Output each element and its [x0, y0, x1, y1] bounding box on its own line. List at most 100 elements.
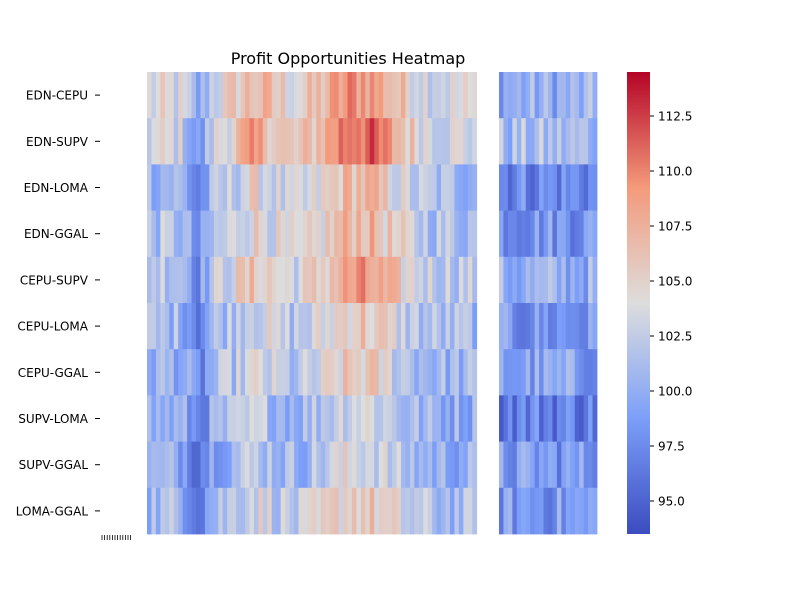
heatmap-cell — [311, 164, 317, 211]
heatmap-cell — [579, 164, 585, 211]
heatmap-cell — [570, 395, 576, 442]
heatmap-cell — [258, 118, 264, 165]
heatmap-cell — [378, 164, 384, 211]
heatmap-cell — [570, 210, 576, 258]
heatmap-cell — [507, 303, 513, 350]
heatmap-cell — [311, 303, 317, 350]
heatmap-cell — [383, 487, 388, 535]
heatmap-cell — [218, 441, 224, 489]
heatmap-cell — [231, 164, 237, 211]
heatmap-cell — [441, 303, 446, 350]
heatmap-cell — [418, 72, 424, 119]
heatmap-cell — [552, 395, 558, 442]
heatmap-cell — [298, 487, 304, 535]
heatmap-cell — [374, 164, 380, 211]
heatmap-cell — [539, 118, 544, 165]
heatmap-cell — [276, 303, 282, 350]
heatmap-cell — [294, 349, 299, 396]
heatmap-cell — [579, 441, 585, 489]
heatmap-cell — [356, 164, 362, 211]
heatmap-cell — [155, 349, 161, 396]
heatmap-cell — [405, 256, 411, 304]
heatmap-cell — [285, 210, 290, 258]
heatmap-cell — [579, 349, 585, 396]
heatmap-cell — [396, 395, 402, 442]
heatmap-cell — [258, 72, 264, 119]
heatmap-cell — [458, 303, 464, 350]
row-label: CEPU-GGAL — [18, 366, 89, 380]
heatmap-cell — [383, 72, 388, 119]
heatmap-cell — [267, 256, 273, 304]
heatmap-cell — [329, 303, 335, 350]
heatmap-cell — [525, 349, 531, 396]
heatmap-cell — [365, 441, 371, 489]
heatmap-cell — [427, 118, 433, 165]
heatmap-cell — [200, 210, 206, 258]
heatmap-cell — [276, 118, 282, 165]
heatmap-cell — [187, 72, 192, 119]
heatmap-cell — [463, 118, 469, 165]
heatmap-cell — [271, 72, 277, 119]
heatmap-cell — [262, 349, 268, 396]
heatmap-cell — [454, 349, 460, 396]
heatmap-cell — [151, 395, 157, 442]
heatmap-cell — [472, 395, 478, 442]
heatmap-cell — [204, 210, 210, 258]
heatmap-cell — [396, 210, 402, 258]
heatmap-cell — [302, 487, 308, 535]
heatmap-cell — [561, 303, 567, 350]
x-axis-ticks — [101, 535, 132, 540]
heatmap-cell — [392, 487, 397, 535]
colorbar-tick-label: 112.5 — [658, 110, 692, 124]
heatmap-cell — [547, 210, 553, 258]
heatmap-cell — [534, 72, 540, 119]
heatmap-cell — [441, 256, 446, 304]
heatmap-cell — [320, 72, 326, 119]
heatmap-cell — [547, 395, 553, 442]
heatmap-cell — [512, 118, 518, 165]
heatmap-cell — [583, 303, 589, 350]
heatmap-cell — [414, 487, 420, 535]
heatmap-cell — [539, 164, 544, 211]
heatmap-cell — [182, 487, 188, 535]
heatmap-cell — [543, 441, 549, 489]
heatmap-cell — [169, 487, 175, 535]
heatmap-cell — [351, 256, 357, 304]
heatmap-cell — [561, 256, 567, 304]
heatmap-cell — [209, 395, 215, 442]
heatmap-cell — [240, 441, 246, 489]
heatmap-cell — [231, 395, 237, 442]
heatmap-cell — [325, 303, 331, 350]
heatmap-cell — [280, 303, 286, 350]
heatmap-cell — [360, 441, 366, 489]
heatmap-cell — [204, 395, 210, 442]
heatmap-cell — [543, 303, 549, 350]
row-label: SUPV-LOMA — [18, 412, 89, 426]
heatmap-cell — [178, 441, 184, 489]
row-label: EDN-LOMA — [24, 181, 89, 195]
heatmap-cell — [320, 164, 326, 211]
heatmap-cell — [583, 256, 589, 304]
heatmap-cell — [311, 395, 317, 442]
heatmap-cell — [539, 441, 544, 489]
heatmap-cell — [458, 395, 464, 442]
heatmap-cell — [360, 395, 366, 442]
heatmap-cell — [196, 118, 201, 165]
heatmap-cell — [405, 349, 411, 396]
heatmap-cell — [334, 395, 339, 442]
heatmap-cell — [436, 441, 442, 489]
heatmap-cell — [383, 256, 388, 304]
heatmap-cell — [556, 72, 562, 119]
heatmap-cell — [365, 72, 371, 119]
heatmap-cell — [583, 210, 589, 258]
heatmap-cell — [507, 118, 513, 165]
heatmap-cell — [387, 72, 393, 119]
heatmap-cell — [280, 72, 286, 119]
heatmap-cell — [147, 303, 152, 350]
heatmap-cell — [498, 164, 504, 211]
heatmap-cell — [227, 487, 233, 535]
heatmap-cell — [507, 210, 513, 258]
heatmap-cell — [200, 487, 206, 535]
heatmap-cell — [369, 72, 375, 119]
